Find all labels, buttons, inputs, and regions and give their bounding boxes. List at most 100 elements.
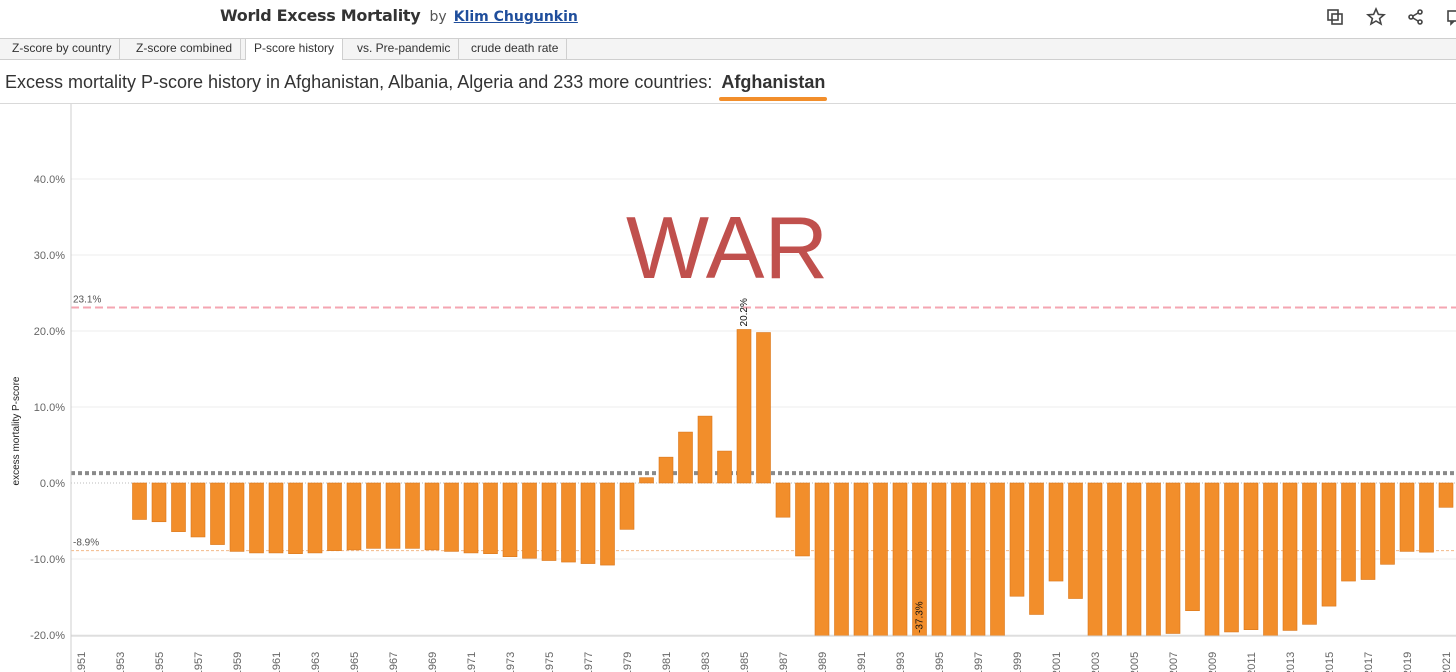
- x-tick-label: 1981: [661, 652, 673, 672]
- bar-1990[interactable]: [834, 482, 849, 637]
- bar-1977[interactable]: [580, 482, 596, 564]
- comment-icon[interactable]: [1444, 6, 1456, 28]
- bar-1970[interactable]: [444, 482, 459, 552]
- bar-1959[interactable]: [229, 482, 245, 552]
- country-selector[interactable]: Afghanistan: [721, 72, 826, 92]
- tab-p-score-history[interactable]: P-score history: [245, 39, 344, 60]
- bar-2021[interactable]: [1438, 482, 1454, 508]
- bar-1955[interactable]: [151, 482, 167, 523]
- bar-2016[interactable]: [1341, 482, 1356, 582]
- bar-1966[interactable]: [366, 482, 381, 549]
- x-tick-label: 1987: [778, 652, 790, 672]
- bar-2007[interactable]: [1165, 482, 1181, 634]
- bar-2005[interactable]: [1126, 482, 1142, 637]
- bar-2017[interactable]: [1360, 482, 1376, 580]
- bar-2001[interactable]: [1048, 482, 1064, 582]
- bar-1971[interactable]: [463, 482, 479, 554]
- bar-1998[interactable]: [990, 482, 1005, 637]
- tab-z-score-by-country[interactable]: Z-score by country: [4, 39, 121, 59]
- bar-1963[interactable]: [307, 482, 323, 554]
- bar-1984[interactable]: [717, 450, 732, 484]
- bar-2009[interactable]: [1204, 482, 1220, 637]
- bar-2015[interactable]: [1321, 482, 1337, 607]
- x-tick-label: 1963: [310, 652, 322, 672]
- bar-1961[interactable]: [268, 482, 284, 554]
- bar-1992[interactable]: [873, 482, 888, 637]
- bar-2020[interactable]: [1419, 482, 1434, 553]
- bar-1954[interactable]: [132, 482, 147, 520]
- bar-2013[interactable]: [1282, 482, 1298, 631]
- bar-1988[interactable]: [795, 482, 810, 557]
- bar-1980[interactable]: [639, 477, 654, 484]
- bar-1957[interactable]: [190, 482, 206, 538]
- x-tick-label: 1975: [544, 652, 556, 672]
- bar-1956[interactable]: [171, 482, 186, 532]
- tab-z-score-combined[interactable]: Z-score combined: [128, 39, 242, 59]
- bar-1969[interactable]: [424, 482, 440, 551]
- x-tick-label: 2011: [1246, 652, 1258, 672]
- chart-subtitle: Excess mortality P-score history in Afgh…: [5, 72, 825, 93]
- x-tick-label: 1985: [739, 652, 751, 672]
- bar-1965[interactable]: [346, 482, 362, 551]
- bar-1960[interactable]: [249, 482, 264, 554]
- bar-1997[interactable]: [970, 482, 986, 637]
- y-tick-label: -10.0%: [30, 554, 65, 566]
- bar-2019[interactable]: [1399, 482, 1415, 552]
- bar-1962[interactable]: [288, 482, 303, 554]
- y-tick-label: 0.0%: [40, 478, 65, 490]
- pscore-bar-chart: 23.1% -8.9% 40.0% 30.0% 20.0% 10.0% 0.0% -10.0…: [11, 104, 1456, 672]
- bar-1986[interactable]: [756, 332, 771, 484]
- bar-2000[interactable]: [1029, 482, 1044, 615]
- bar-1967[interactable]: [385, 482, 401, 549]
- bar-2002[interactable]: [1068, 482, 1083, 599]
- bar-1978[interactable]: [600, 482, 615, 566]
- bar-2003[interactable]: [1087, 482, 1103, 637]
- bar-2014[interactable]: [1302, 482, 1317, 625]
- x-tick-label: 2015: [1324, 652, 1336, 672]
- bar-1987[interactable]: [775, 482, 791, 518]
- x-axis: 1951 1953 1955 1957 1959 1961 1963 1965 1967 1969…: [71, 635, 1456, 672]
- bar-2012[interactable]: [1263, 482, 1278, 637]
- bar-1964[interactable]: [327, 482, 342, 551]
- author-link[interactable]: Klim Chugunkin: [453, 9, 578, 25]
- war-annotation: WAR: [626, 198, 828, 297]
- x-tick-label: 2003: [1090, 652, 1102, 672]
- bar-2008[interactable]: [1185, 482, 1200, 611]
- bar-1974[interactable]: [522, 482, 537, 559]
- y-axis: 40.0% 30.0% 20.0% 10.0% 0.0% -10.0% -20.0%: [30, 104, 72, 672]
- bar-1976[interactable]: [561, 482, 576, 563]
- bar-2004[interactable]: [1107, 482, 1122, 637]
- tab-vs-pre-pandemic[interactable]: vs. Pre-pandemic: [349, 39, 460, 59]
- subtitle-prefix: Excess mortality P-score history in Afgh…: [5, 72, 713, 92]
- star-icon[interactable]: [1365, 6, 1387, 28]
- y-tick-label: 40.0%: [34, 174, 65, 186]
- bar-1973[interactable]: [502, 482, 518, 558]
- bar-1985[interactable]: [736, 329, 752, 484]
- bar-1993[interactable]: [892, 482, 908, 637]
- bar-2018[interactable]: [1380, 482, 1395, 565]
- bar-2006[interactable]: [1146, 482, 1161, 637]
- bar-1996[interactable]: [951, 482, 966, 637]
- share-icon[interactable]: [1405, 6, 1427, 28]
- bar-1958[interactable]: [210, 482, 225, 545]
- bar-2011[interactable]: [1243, 482, 1259, 630]
- bar-1999[interactable]: [1009, 482, 1025, 597]
- y-tick-label: 20.0%: [34, 326, 65, 338]
- title-block: World Excess Mortality by Klim Chugunkin: [220, 6, 578, 25]
- bar-1981[interactable]: [658, 456, 674, 484]
- bar-1983[interactable]: [697, 415, 713, 484]
- bar-1991[interactable]: [853, 482, 869, 637]
- x-tick-label: 1951: [76, 652, 88, 672]
- bar-2010[interactable]: [1224, 482, 1239, 633]
- bar-1968[interactable]: [405, 482, 420, 549]
- bar-1982[interactable]: [678, 431, 693, 484]
- bar-1975[interactable]: [541, 482, 557, 561]
- duplicate-icon[interactable]: [1324, 6, 1346, 28]
- bar-1989[interactable]: [814, 482, 830, 637]
- bar-1979[interactable]: [619, 482, 635, 530]
- bar-1972[interactable]: [483, 482, 498, 554]
- by-label: by: [429, 9, 447, 25]
- dashboard-header: World Excess Mortality by Klim Chugunkin: [0, 0, 1456, 36]
- bar-1995[interactable]: [931, 482, 947, 637]
- tab-crude-death-rate[interactable]: crude death rate: [463, 39, 568, 59]
